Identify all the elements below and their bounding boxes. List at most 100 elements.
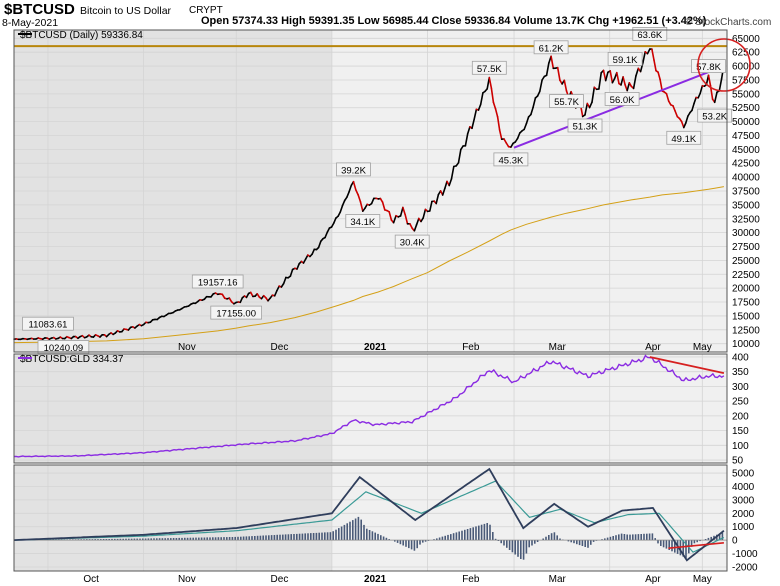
macd-histogram-bar: [237, 536, 239, 541]
ratio-panel-shaded-region: [14, 354, 332, 463]
price-line-segment: [556, 66, 561, 81]
macd-histogram-bar: [556, 535, 558, 541]
macd-histogram-bar: [399, 540, 402, 545]
price-y-tick-label: 25000: [732, 256, 760, 267]
macd-histogram-bar: [394, 540, 396, 542]
price-line-segment: [464, 132, 469, 147]
macd-histogram-bar: [203, 537, 206, 541]
macd-histogram-bar: [704, 539, 707, 541]
price-line-segment: [530, 106, 534, 116]
price-annotation-label: 59.1K: [613, 55, 638, 66]
macd-histogram-bar: [262, 535, 264, 541]
price-line-segment: [370, 197, 375, 205]
macd-panel: 5000 4000 3000 2000 1000 0 -1000 -2000: [13, 464, 758, 573]
price-line-segment: [672, 105, 676, 112]
macd-histogram-bar: [217, 537, 220, 541]
price-y-tick-label: 40000: [732, 173, 760, 184]
macd-x-tick-label: Feb: [462, 574, 480, 585]
price-x-tick-label: Mar: [549, 342, 567, 353]
ratio-panel: 400 350 300 250 200 150 100 50 $BTCUSD:GLD 334.3…: [13, 352, 749, 467]
ratio-y-tick-label: 100: [732, 441, 749, 452]
price-line-segment: [632, 75, 637, 90]
macd-histogram-bar: [640, 534, 642, 541]
price-y-tick-label: 32500: [732, 214, 760, 225]
macd-histogram-bar: [357, 516, 360, 541]
macd-histogram-bar: [385, 537, 388, 541]
macd-histogram-bar: [416, 540, 418, 549]
macd-y-tick-label: -1000: [732, 549, 758, 560]
price-line-segment: [457, 148, 462, 164]
watermark: © StockCharts.com: [685, 17, 772, 28]
macd-histogram-bar: [671, 540, 673, 552]
x-axis: Nov Dec 2021 Feb Mar Apr May Oct Nov Dec 2021 Feb Ma…: [83, 342, 711, 585]
macd-x-tick-label: Nov: [178, 574, 196, 585]
macd-histogram-bar: [615, 535, 617, 541]
macd-panel-shaded-region: [14, 465, 332, 571]
macd-histogram-bar: [665, 540, 668, 549]
macd-histogram-bar: [584, 540, 586, 547]
macd-histogram-bar: [164, 538, 166, 541]
macd-histogram-bar: [693, 540, 696, 544]
macd-histogram-bar: [707, 537, 710, 541]
macd-histogram-bar: [433, 539, 435, 541]
price-line-segment: [359, 201, 364, 212]
macd-histogram-bar: [573, 540, 575, 544]
price-annotation-box: [394, 234, 430, 249]
macd-histogram-bar: [114, 538, 116, 541]
macd-histogram-bar: [710, 536, 712, 541]
macd-histogram-bar: [483, 523, 486, 541]
macd-signal-line: [14, 480, 725, 553]
macd-histogram-bar: [472, 527, 474, 541]
macd-histogram-bar: [685, 540, 687, 558]
price-annotation-label: 57.5K: [477, 64, 502, 75]
macd-histogram-bar: [296, 533, 298, 541]
macd-histogram-bar: [178, 537, 180, 541]
macd-histogram-bar: [144, 538, 147, 541]
ratio-line: [13, 354, 725, 458]
price-line-segment: [488, 76, 493, 89]
macd-histogram-bar: [318, 532, 320, 541]
macd-histogram-bar: [494, 538, 497, 541]
price-line-segment: [450, 165, 455, 180]
support-trendline: [513, 65, 725, 149]
price-line-segment: [239, 296, 244, 304]
ohlc-summary: Open 57374.33 High 59391.35 Low 56985.44…: [201, 15, 707, 27]
macd-histogram-bar: [648, 533, 651, 541]
macd-histogram-bar: [186, 537, 189, 541]
price-line-segment: [674, 110, 679, 118]
macd-histogram-bar: [268, 535, 270, 541]
macd-histogram-bar: [206, 537, 208, 541]
moving-average-line: [13, 186, 724, 344]
macd-histogram-bar: [122, 538, 124, 541]
macd-histogram-bar: [413, 540, 416, 551]
macd-histogram-bar: [307, 533, 309, 541]
macd-histogram-bar: [161, 538, 164, 541]
macd-histogram-bar: [248, 536, 250, 541]
macd-histogram-bar: [514, 540, 516, 555]
macd-y-tick-label: 3000: [732, 495, 755, 506]
price-line-segment: [388, 211, 393, 221]
macd-histogram-bar: [492, 532, 494, 541]
macd-histogram-bar: [324, 532, 326, 541]
macd-histogram-bar: [690, 540, 693, 547]
price-line-segment: [591, 86, 596, 103]
macd-histogram-bar: [531, 540, 533, 546]
macd-histogram-bar: [97, 539, 99, 541]
price-line-segment: [665, 92, 670, 102]
price-line-segment: [532, 97, 537, 109]
price-annotation-box: [336, 162, 371, 177]
macd-histogram-bar: [570, 540, 572, 543]
macd-histogram-bar: [212, 537, 214, 541]
price-y-tick-label: 30000: [732, 228, 760, 239]
price-line-segment: [422, 208, 427, 219]
macd-histogram-bar: [508, 540, 511, 550]
macd-histogram-bar: [368, 530, 371, 541]
macd-histogram-bar: [231, 537, 234, 541]
macd-histogram-bar: [657, 540, 659, 544]
macd-histogram-bar: [100, 539, 102, 541]
macd-histogram-bar: [220, 537, 222, 541]
price-line-segment: [653, 59, 657, 72]
price-annotation-label: 39.2K: [341, 165, 366, 176]
macd-histogram-bar: [618, 534, 620, 541]
